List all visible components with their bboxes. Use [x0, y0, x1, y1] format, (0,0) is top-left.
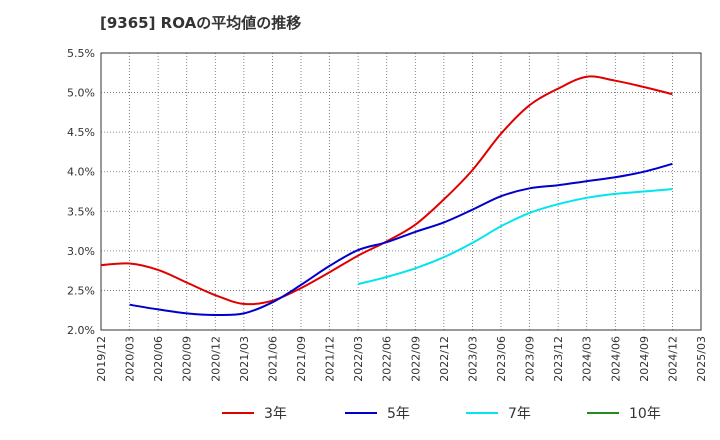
x-tick-label: 2023/06	[495, 336, 508, 382]
x-tick-label: 2021/09	[295, 336, 308, 382]
x-tick-label: 2024/12	[666, 336, 679, 382]
x-tick-label: 2023/12	[552, 336, 565, 382]
series-line-7年	[357, 188, 673, 286]
x-tick-label: 2025/03	[695, 336, 708, 382]
y-tick-label: 4.5%	[67, 126, 95, 139]
x-tick-label: 2024/06	[609, 336, 622, 382]
chart-title: [9365] ROAの平均値の推移	[100, 14, 302, 32]
x-tick-label: 2019/12	[95, 336, 108, 382]
x-tick-label: 2022/03	[352, 336, 365, 382]
series-line-5年	[129, 162, 673, 317]
x-tick-label: 2023/03	[466, 336, 479, 382]
x-tick-label: 2022/09	[409, 336, 422, 382]
legend: 3年 5年 7年 10年	[222, 406, 661, 422]
legend-label: 10年	[629, 406, 661, 422]
y-tick-label: 3.0%	[67, 245, 95, 258]
y-tick-label: 2.0%	[67, 324, 95, 337]
x-tick-label: 2020/06	[152, 336, 165, 382]
x-tick-label: 2022/12	[438, 336, 451, 382]
grid-layer	[101, 53, 701, 330]
x-tick-label: 2020/03	[124, 336, 137, 382]
y-tick-label: 2.5%	[67, 284, 95, 297]
y-tick-label: 3.5%	[67, 205, 95, 218]
plot-frame	[100, 52, 702, 331]
x-tick-label: 2021/06	[266, 336, 279, 382]
x-tick-label: 2024/03	[581, 336, 594, 382]
y-tick-label: 5.0%	[67, 87, 95, 100]
x-tick-label: 2022/06	[381, 336, 394, 382]
y-tick-label: 4.0%	[67, 166, 95, 179]
x-tick-label: 2020/09	[181, 336, 194, 382]
y-axis-ticks: 2.0% 2.5% 3.0% 3.5% 4.0% 4.5% 5.0% 5.5%	[67, 47, 95, 337]
legend-label: 5年	[387, 406, 410, 422]
x-tick-label: 2023/09	[524, 336, 537, 382]
series-layer	[100, 75, 673, 317]
x-tick-label: 2021/03	[238, 336, 251, 382]
x-axis-ticks: 2019/12 2020/03 2020/06 2020/09 2020/12 2021/…	[95, 336, 708, 382]
x-tick-label: 2020/12	[209, 336, 222, 382]
legend-label: 7年	[508, 406, 531, 422]
x-tick-label: 2021/12	[324, 336, 337, 382]
x-tick-label: 2024/09	[638, 336, 651, 382]
legend-label: 3年	[264, 406, 287, 422]
y-tick-label: 5.5%	[67, 47, 95, 60]
